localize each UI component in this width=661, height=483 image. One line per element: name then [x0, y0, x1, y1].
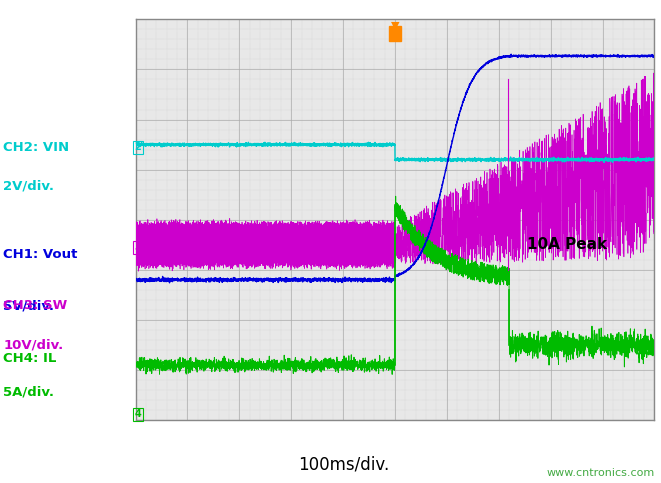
Text: 2: 2 [135, 142, 141, 152]
Text: 2V/div.: 2V/div. [3, 180, 54, 193]
Text: 5V/div.: 5V/div. [3, 299, 54, 312]
Text: T: T [391, 27, 399, 40]
Text: CH2: VIN: CH2: VIN [3, 141, 69, 154]
Text: 3: 3 [135, 242, 141, 252]
Text: 4: 4 [135, 409, 141, 419]
Text: ▼: ▼ [391, 20, 399, 30]
Text: CH4: IL: CH4: IL [3, 352, 57, 365]
Text: CH3: SW: CH3: SW [3, 299, 67, 313]
Text: 10A Peak: 10A Peak [527, 237, 607, 252]
Text: www.cntronics.com: www.cntronics.com [546, 468, 654, 478]
Text: CH1: Vout: CH1: Vout [3, 248, 78, 261]
Text: 5A/div.: 5A/div. [3, 386, 54, 399]
Text: 10V/div.: 10V/div. [3, 338, 63, 351]
Text: 100ms/div.: 100ms/div. [298, 455, 389, 473]
